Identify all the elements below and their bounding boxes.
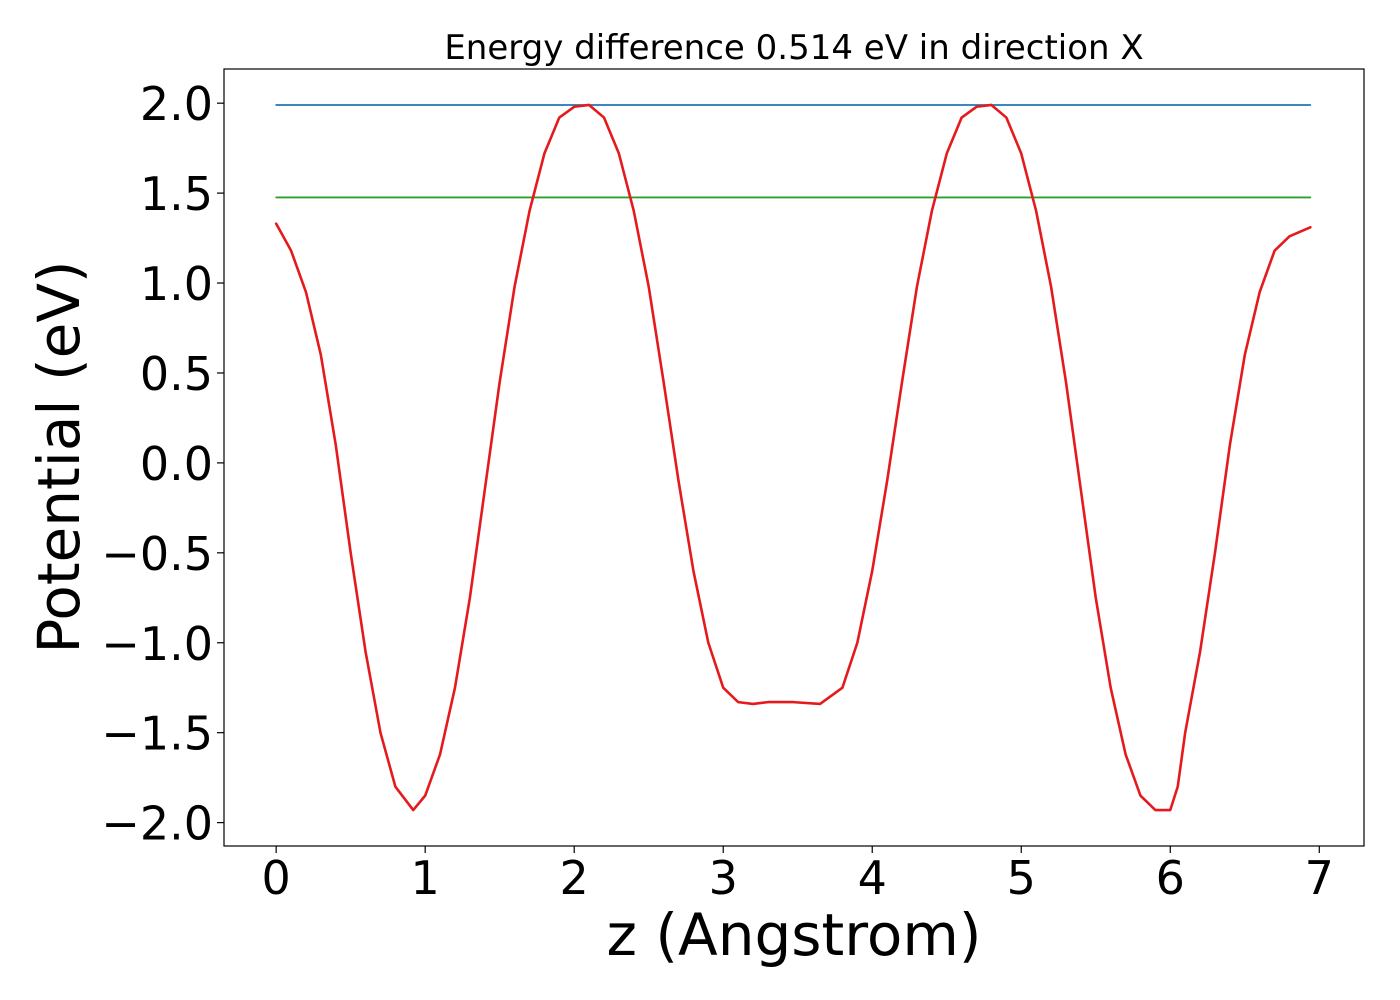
x-tick-label: 0 <box>262 851 291 905</box>
x-tick-label: 7 <box>1305 851 1334 905</box>
x-tick-label: 4 <box>858 851 887 905</box>
y-tick-label: 0.0 <box>140 437 213 491</box>
chart-title: Energy difference 0.514 eV in direction … <box>444 28 1143 68</box>
plot-frame <box>223 68 1365 847</box>
x-axis-label: z (Angstrom) <box>607 901 982 969</box>
y-tick-label: 2.0 <box>140 77 213 131</box>
potential-curve <box>274 103 1312 812</box>
y-tick-label: −2.0 <box>101 797 213 851</box>
x-tick-label: 1 <box>411 851 440 905</box>
y-tick-label: −1.5 <box>101 707 213 761</box>
x-tick-label: 3 <box>709 851 738 905</box>
y-axis-ticks: 2.0 1.5 1.0 0.5 0.0 −0.5 −1.0 −1.5 −2.0 <box>101 77 224 851</box>
series-layer <box>274 103 1312 812</box>
y-tick-label: 1.5 <box>140 167 213 221</box>
y-tick-label: 0.5 <box>140 347 213 401</box>
y-tick-label: −1.0 <box>101 617 213 671</box>
x-tick-label: 6 <box>1156 851 1185 905</box>
y-tick-label: −0.5 <box>101 527 213 581</box>
x-axis-ticks: 0 1 2 3 4 5 6 7 <box>262 846 1334 905</box>
x-tick-label: 2 <box>560 851 589 905</box>
x-tick-label: 5 <box>1007 851 1036 905</box>
y-tick-label: 1.0 <box>140 257 213 311</box>
y-axis-label: Potential (eV) <box>25 260 93 653</box>
